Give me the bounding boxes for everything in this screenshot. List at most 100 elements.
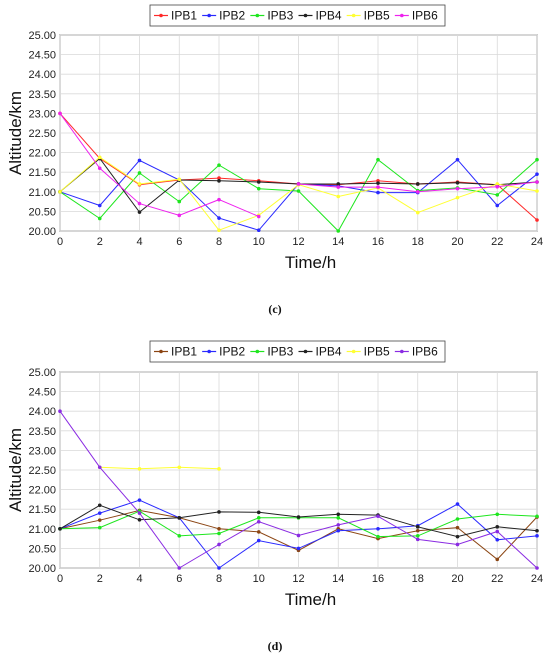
data-point [535, 528, 539, 533]
chart-panel-1: 20.00 20.50 21.00 21.50 22.00 22.50 23.00 23.50… [6, 4, 543, 316]
data-point [137, 182, 142, 186]
data-point [415, 528, 420, 533]
data-point [58, 190, 62, 194]
data-point [97, 511, 102, 515]
data-point [256, 228, 261, 233]
y-tick-label: 20.50 [28, 206, 56, 218]
legend: IPB1 IPB2 IPB3 IPB4 IPB5 IPB6 [149, 340, 446, 363]
data-point [97, 155, 102, 160]
series-ipb6 [58, 111, 261, 219]
data-point [217, 566, 221, 570]
legend-box [149, 4, 446, 27]
data-point [97, 465, 102, 470]
data-point [177, 199, 182, 204]
data-point [177, 516, 182, 520]
x-tick-label: 2 [97, 573, 103, 585]
x-tick-label: 20 [451, 573, 463, 585]
x-tick-label: 14 [332, 236, 344, 248]
data-point [217, 467, 221, 471]
y-tick-label: 21.50 [28, 167, 56, 179]
y-tick-label: 21.00 [28, 187, 56, 199]
y-tick-label: 20.50 [28, 543, 56, 555]
y-tick-label: 21.50 [28, 504, 56, 516]
data-point [495, 525, 500, 529]
series-line [59, 113, 259, 217]
data-point [376, 534, 380, 539]
data-point [455, 534, 460, 539]
data-point [177, 213, 182, 218]
data-point [177, 534, 182, 538]
legend-label: IPB1 [171, 345, 197, 359]
x-tick-label: 14 [332, 573, 344, 585]
x-tick-label: 0 [57, 236, 63, 248]
legend-label: IPB4 [316, 9, 342, 23]
x-tick-label: 16 [372, 573, 384, 585]
x-tick-label: 16 [372, 236, 384, 248]
data-point [535, 566, 539, 570]
x-tick-label: 12 [292, 573, 304, 585]
data-point [376, 190, 380, 195]
y-tick-label: 22.50 [28, 465, 56, 477]
x-tick-label: 8 [216, 236, 222, 248]
legend-label: IPB3 [267, 9, 293, 23]
data-point [177, 465, 182, 470]
legend-label: IPB4 [316, 345, 342, 359]
data-point [137, 201, 142, 206]
y-tick-label: 22.00 [28, 148, 56, 160]
y-tick-label: 24.50 [28, 50, 56, 62]
data-point [256, 510, 261, 515]
legend-marker [351, 349, 356, 354]
legend-marker [255, 13, 260, 18]
data-point [217, 542, 221, 547]
legend-marker [303, 13, 308, 18]
data-point [137, 511, 142, 515]
x-tick-label: 0 [57, 573, 63, 585]
data-point [217, 527, 221, 531]
data-point [535, 218, 539, 222]
data-point [256, 530, 261, 534]
legend-label: IPB3 [267, 345, 293, 359]
x-tick-label: 18 [412, 573, 424, 585]
data-point [336, 523, 341, 527]
legend-marker [303, 349, 308, 354]
data-point [495, 537, 500, 542]
data-point [336, 194, 341, 199]
legend-marker [351, 13, 356, 18]
legend-label: IPB5 [364, 345, 390, 359]
x-tick-label: 4 [136, 236, 142, 248]
legend-marker [255, 349, 260, 354]
data-point [217, 531, 221, 536]
legend-marker [400, 349, 404, 354]
data-point [336, 528, 341, 533]
data-point [217, 163, 221, 167]
data-point [495, 557, 500, 562]
data-point [217, 197, 221, 202]
x-tick-label: 6 [176, 236, 182, 248]
data-point [137, 467, 142, 471]
data-point [535, 172, 539, 176]
x-tick-label: 20 [451, 236, 463, 248]
y-tick-label: 23.50 [28, 89, 56, 101]
y-tick-label: 21.00 [28, 524, 56, 536]
y-tick-label: 23.50 [28, 426, 56, 438]
data-point [336, 229, 341, 233]
data-point [296, 533, 301, 538]
data-point [376, 527, 380, 531]
data-point [495, 193, 500, 197]
data-point [256, 516, 261, 520]
data-point [137, 210, 142, 214]
data-point [415, 525, 420, 529]
data-point [296, 182, 301, 186]
data-point [97, 166, 102, 171]
data-point [415, 182, 420, 186]
y-tick-label: 20.00 [28, 226, 56, 238]
x-tick-label: 10 [253, 573, 265, 585]
data-point [177, 177, 182, 182]
y-tick-label: 22.00 [28, 485, 56, 497]
y-tick-label: 25.00 [28, 367, 56, 379]
data-point [217, 176, 221, 180]
data-point [535, 514, 539, 519]
data-point [336, 182, 341, 186]
legend-box [149, 340, 446, 363]
